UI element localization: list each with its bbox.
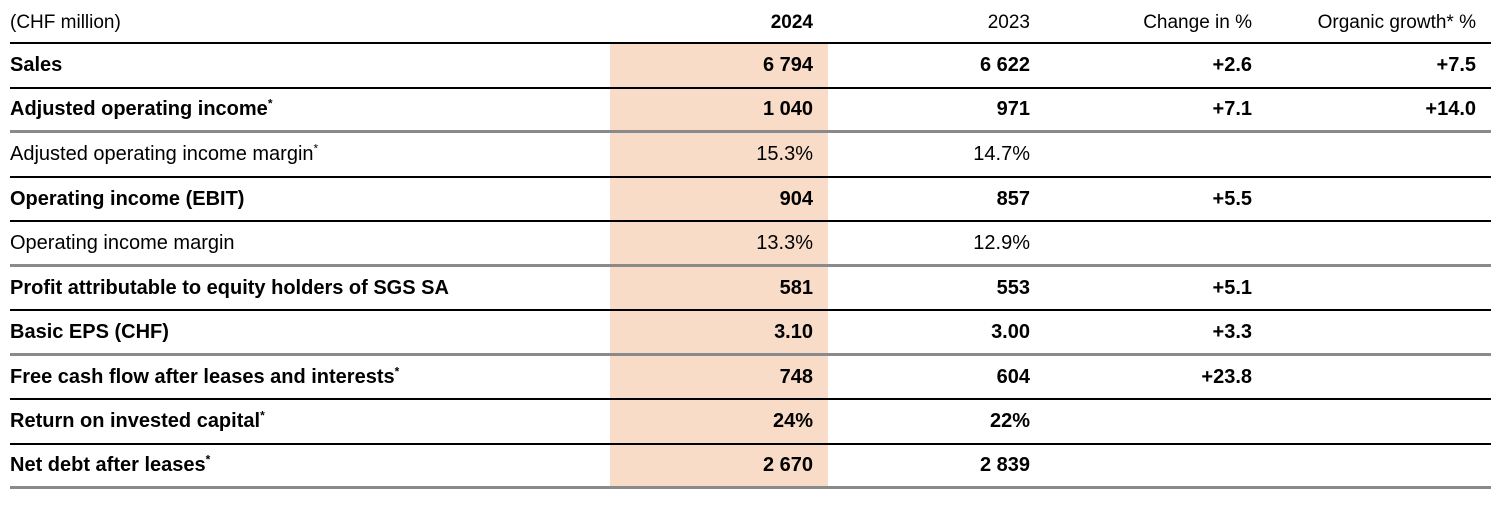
column-header-change: Change in %: [1143, 12, 1252, 34]
table-row-net-debt: Net debt after leases* 2 670 2 839: [10, 444, 1491, 489]
table-row-profit-attributable: Profit attributable to equity holders of…: [10, 266, 1491, 311]
row-label: Basic EPS (CHF): [10, 320, 169, 343]
value-2024: 6 794: [610, 44, 828, 87]
value-change: +5.1: [1212, 276, 1252, 299]
value-change: +2.6: [1212, 54, 1252, 77]
row-label: Profit attributable to equity holders of…: [10, 276, 449, 299]
row-label: Sales: [10, 54, 63, 77]
row-label: Operating income margin: [10, 231, 235, 254]
row-label: Free cash flow after leases and interest…: [10, 364, 400, 388]
value-2024: 24%: [610, 400, 828, 443]
table-row-free-cash-flow: Free cash flow after leases and interest…: [10, 355, 1491, 400]
value-2023: 857: [996, 187, 1030, 210]
table-row-sales: Sales 6 794 6 622 +2.6 +7.5: [10, 44, 1491, 89]
value-2024: 2 670: [610, 444, 828, 486]
value-2024: 581: [610, 266, 828, 309]
table-row-basic-eps: Basic EPS (CHF) 3.10 3.00 +3.3: [10, 311, 1491, 356]
table-header-row: (CHF million) 2024 2023 Change in % Orga…: [10, 0, 1491, 44]
value-2023: 3.00: [991, 320, 1030, 343]
value-2024: 13.3%: [610, 222, 828, 264]
value-2023: 2 839: [979, 454, 1030, 477]
value-organic: +14.0: [1425, 98, 1476, 121]
row-label: Adjusted operating income margin*: [10, 141, 319, 166]
value-change: +7.1: [1212, 98, 1252, 121]
table-row-return-on-invested-capital: Return on invested capital* 24% 22%: [10, 400, 1491, 445]
value-2024: 15.3%: [610, 133, 828, 176]
value-2023: 553: [996, 276, 1030, 299]
table-row-adjusted-operating-income-margin: Adjusted operating income margin* 15.3% …: [10, 133, 1491, 178]
value-2024: 3.10: [610, 311, 828, 353]
row-label: Return on invested capital*: [10, 408, 265, 433]
column-header-organic-growth: Organic growth* %: [1317, 12, 1476, 34]
value-2024: 904: [610, 177, 828, 220]
value-change: +23.8: [1201, 365, 1252, 388]
value-2024: 1 040: [610, 88, 828, 130]
value-2023: 6 622: [979, 54, 1030, 77]
value-2023: 22%: [989, 410, 1030, 433]
financial-highlights-table: (CHF million) 2024 2023 Change in % Orga…: [10, 0, 1491, 489]
table-row-operating-income-ebit: Operating income (EBIT) 904 857 +5.5: [10, 177, 1491, 222]
value-2023: 604: [996, 365, 1030, 388]
value-2023: 14.7%: [973, 143, 1030, 166]
row-label: Operating income (EBIT): [10, 187, 245, 210]
row-label: Adjusted operating income*: [10, 96, 273, 121]
value-2024: 748: [610, 355, 828, 398]
value-change: +3.3: [1212, 320, 1252, 343]
unit-label: (CHF million): [10, 12, 121, 34]
column-header-2023: 2023: [987, 12, 1030, 34]
table-row-operating-income-margin: Operating income margin 13.3% 12.9%: [10, 222, 1491, 267]
row-label: Net debt after leases*: [10, 452, 211, 477]
table-row-adjusted-operating-income: Adjusted operating income* 1 040 971 +7.…: [10, 88, 1491, 133]
value-change: +5.5: [1212, 187, 1252, 210]
column-header-2024: 2024: [770, 12, 813, 34]
value-2023: 971: [996, 98, 1030, 121]
value-organic: +7.5: [1436, 54, 1476, 77]
value-2023: 12.9%: [973, 231, 1030, 254]
